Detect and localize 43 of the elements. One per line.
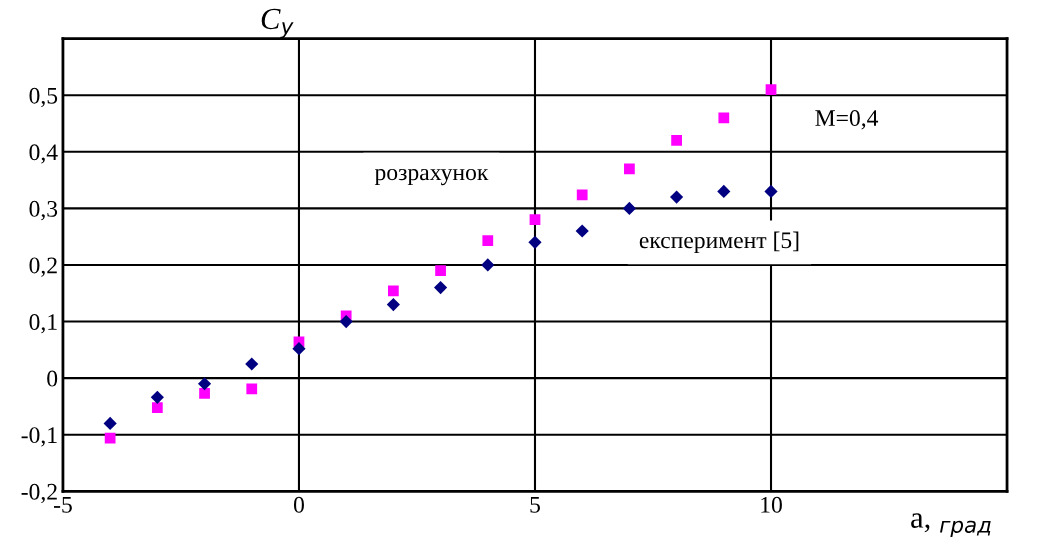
x-tick-label: 5: [530, 497, 540, 513]
point: [670, 190, 684, 204]
y-tick-label: 0,1: [29, 314, 57, 334]
x-axis-title: a, $_{град}$: [911, 513, 991, 538]
point: [433, 281, 448, 295]
point: [765, 84, 777, 95]
point: [388, 285, 399, 297]
point: [150, 390, 164, 404]
point: [292, 342, 306, 356]
point: [576, 189, 588, 201]
series-label: експеримент [5]: [639, 231, 799, 254]
point: [246, 383, 258, 395]
point: [529, 214, 541, 226]
x-tick-label: 0: [293, 496, 304, 513]
point: [339, 314, 353, 329]
y-tick-label: 0,5: [29, 87, 58, 108]
point: [528, 235, 542, 249]
point: [435, 265, 446, 276]
point: [481, 258, 495, 272]
y-axis-title: C$_{y}$: [261, 8, 294, 39]
point: [199, 388, 210, 399]
text: розрахунок: [374, 168, 489, 186]
point: [624, 163, 635, 175]
point: [245, 357, 259, 371]
y-tick-label: 0,2: [29, 257, 57, 277]
x-tick-label: 10: [761, 496, 782, 513]
point: [764, 184, 778, 198]
point: [482, 235, 494, 247]
y-tick-label: 0: [47, 370, 58, 387]
point: [104, 432, 116, 444]
point: [197, 377, 212, 391]
point: [717, 184, 731, 198]
point: [386, 297, 400, 312]
point: [103, 416, 117, 430]
y-tick-label: 0,3: [29, 200, 58, 221]
annotation: M=0,4: [815, 110, 879, 130]
point: [622, 201, 636, 215]
point: [151, 402, 163, 413]
point: [671, 135, 682, 146]
point: [718, 112, 730, 124]
y-tick-label: 0,4: [29, 144, 58, 164]
y-tick-label: -0,1: [21, 427, 57, 447]
point: [575, 224, 589, 238]
